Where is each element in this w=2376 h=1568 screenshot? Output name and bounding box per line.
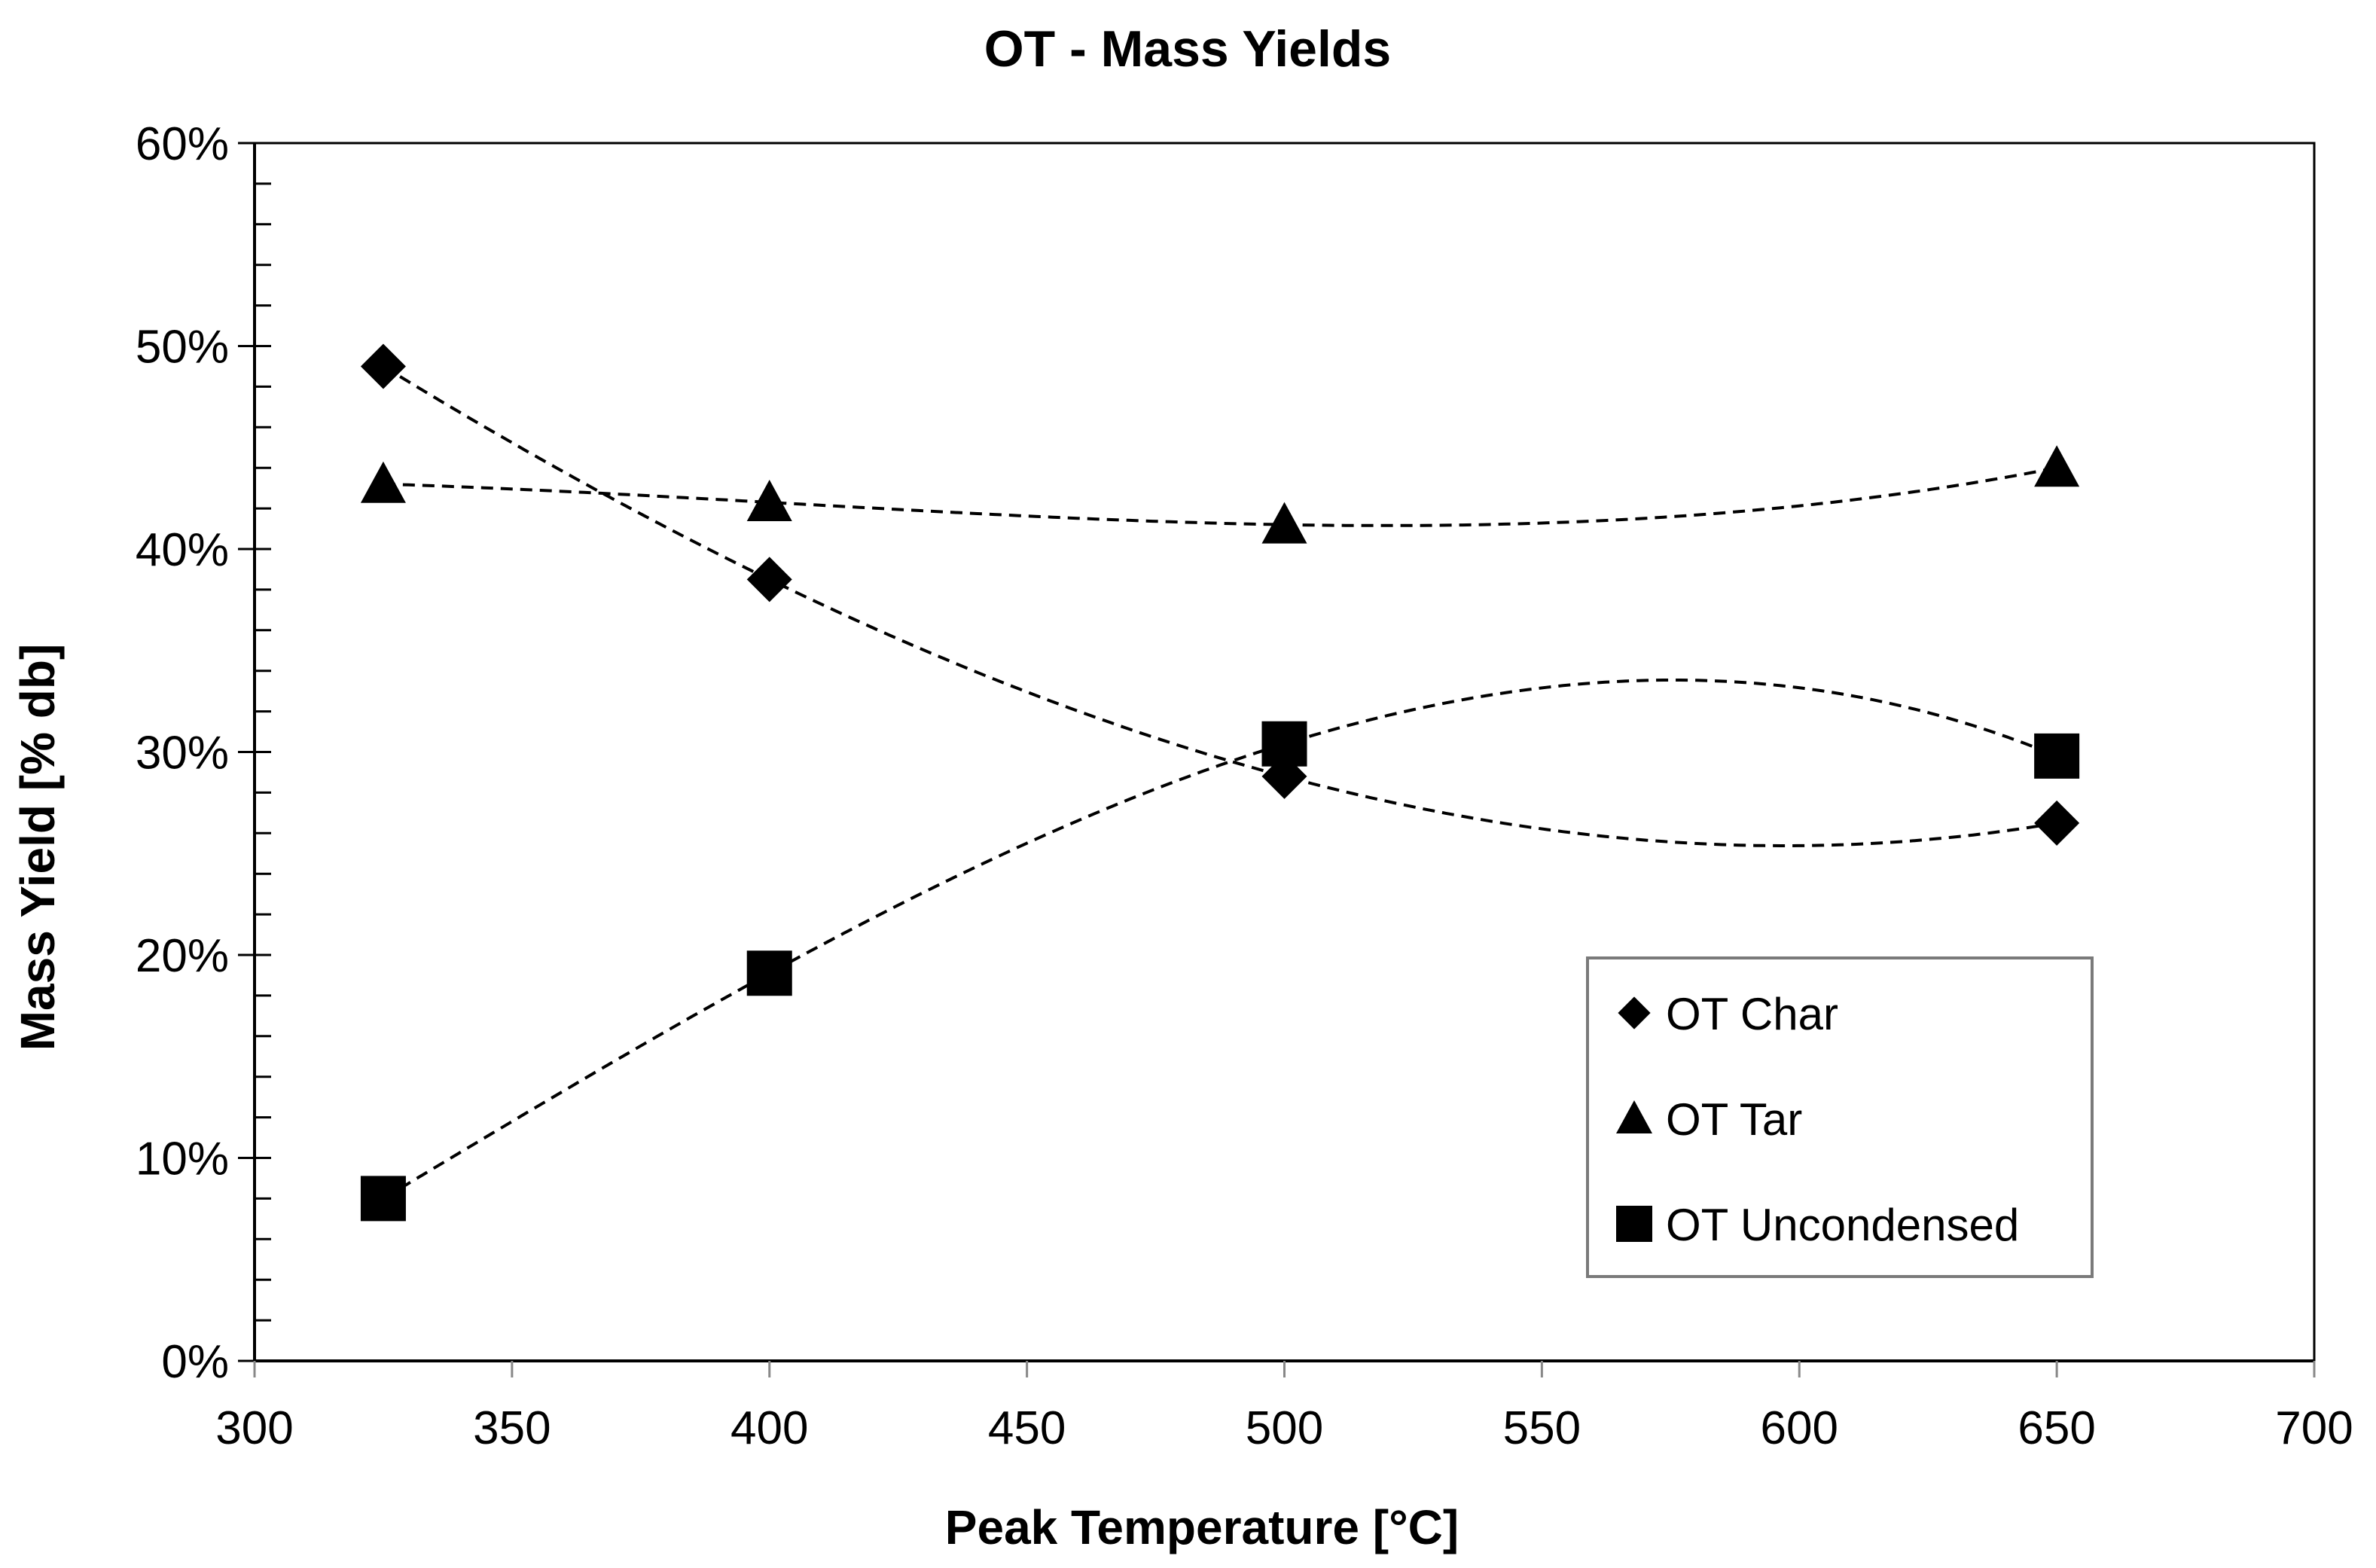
ot-char-point xyxy=(2034,800,2080,846)
x-tick-label: 400 xyxy=(730,1402,808,1454)
chart-title: OT - Mass Yields xyxy=(984,20,1391,78)
y-tick-label: 60% xyxy=(136,118,229,170)
ot-tar-point xyxy=(360,461,406,503)
y-tick-label: 0% xyxy=(161,1336,229,1388)
legend-label-ot-char: OT Char xyxy=(1666,989,1838,1039)
legend-marker-ot-uncondensed xyxy=(1616,1206,1652,1242)
ot-char-trendline xyxy=(382,365,2057,847)
plot-area: 0% 10% 20% 30% 40% 50% 60% 300 350 400 450 500 550 60… xyxy=(136,118,2353,1454)
legend-box xyxy=(1586,956,2094,1278)
ot-tar-point xyxy=(746,480,792,522)
legend: OT Char OT Tar OT Uncondensed xyxy=(1586,956,2094,1278)
y-tick-label: 50% xyxy=(136,322,229,374)
y-tick-label: 40% xyxy=(136,524,229,576)
ot-uncondensed-point xyxy=(360,1176,406,1222)
ot-tar-trendline xyxy=(383,466,2057,527)
x-tick-label: 550 xyxy=(1503,1402,1581,1454)
y-tick-label: 30% xyxy=(136,728,229,779)
ot-uncondensed-point xyxy=(2034,733,2080,779)
ot-tar-point xyxy=(1261,502,1307,544)
x-tick-label: 600 xyxy=(1761,1402,1838,1454)
ot-uncondensed-point xyxy=(1261,721,1307,767)
x-tick-label: 300 xyxy=(215,1402,293,1454)
legend-marker-ot-tar xyxy=(1616,1100,1652,1133)
ot-tar-point xyxy=(2034,445,2080,487)
x-tick-label: 450 xyxy=(988,1402,1066,1454)
ot-uncondensed-trendline xyxy=(382,679,2057,1200)
ot-char-point xyxy=(746,557,792,602)
legend-label-ot-tar: OT Tar xyxy=(1666,1094,1802,1145)
x-tick-label: 350 xyxy=(473,1402,551,1454)
y-tick-label: 20% xyxy=(136,930,229,982)
ot-char-point xyxy=(360,343,406,389)
x-tick-label: 700 xyxy=(2275,1402,2353,1454)
y-tick-label: 10% xyxy=(136,1133,229,1185)
x-tick-label: 500 xyxy=(1246,1402,1323,1454)
legend-label-ot-uncondensed: OT Uncondensed xyxy=(1666,1200,2019,1250)
ot-uncondensed-point xyxy=(746,950,792,996)
y-axis-label: Mass Yield [% db] xyxy=(11,644,65,1051)
x-axis-label: Peak Temperature [°C] xyxy=(945,1500,1459,1554)
x-tick-label: 650 xyxy=(2018,1402,2095,1454)
